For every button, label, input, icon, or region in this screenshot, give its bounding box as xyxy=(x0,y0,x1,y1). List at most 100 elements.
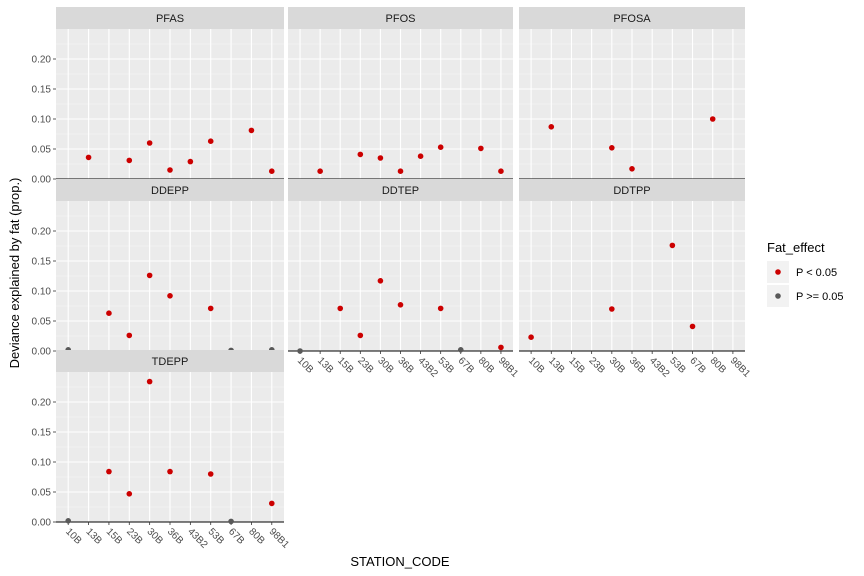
data-point xyxy=(207,305,214,312)
facet-panel: DDEPP 0.00 0.05 0.10 0.15 0.20 xyxy=(32,179,284,358)
y-tick-label: 0.10 xyxy=(32,287,52,298)
facet-title: PFOSA xyxy=(613,13,651,25)
x-tick-label: 13B xyxy=(546,355,567,376)
data-point xyxy=(609,306,615,312)
legend-marker xyxy=(775,293,781,299)
legend-label: P >= 0.05 xyxy=(796,291,844,303)
x-tick-label: 67B xyxy=(456,355,477,376)
y-axis-title: Deviance explained by fat (prop.) xyxy=(7,178,22,369)
facet-strip xyxy=(288,179,513,201)
y-tick-label: 0.00 xyxy=(32,175,52,186)
facet-strip xyxy=(519,179,745,201)
legend-marker xyxy=(775,269,781,275)
legend: Fat_effect P < 0.05 P >= 0.05 xyxy=(767,240,844,307)
x-tick-label: 36B xyxy=(627,355,648,376)
y-tick-label: 0.10 xyxy=(32,115,52,126)
data-point xyxy=(337,305,344,312)
facet-panel: PFAS 0.00 0.05 0.10 0.15 0.20 xyxy=(32,7,284,186)
data-point xyxy=(437,305,444,312)
x-tick-label: 15B xyxy=(104,526,125,547)
data-point xyxy=(609,145,615,151)
data-point xyxy=(167,468,173,475)
legend-title: Fat_effect xyxy=(767,240,825,255)
x-tick-label: 13B xyxy=(315,355,336,376)
facet-title: DDEPP xyxy=(151,185,189,197)
facet-panel: TDEPP 0.00 0.05 0.10 0.15 0.20 10B 13B 15B 23B 30B… xyxy=(32,350,292,551)
data-point xyxy=(106,310,112,317)
facet-panel: PFOSA xyxy=(519,7,745,180)
data-point xyxy=(65,518,72,524)
data-point xyxy=(498,168,504,174)
data-point xyxy=(357,151,364,158)
facet-strip xyxy=(56,350,284,372)
x-tick-label: 43B2 xyxy=(647,355,672,380)
data-point xyxy=(207,138,214,144)
y-tick-label: 0.15 xyxy=(32,257,52,268)
x-tick-label: 67B xyxy=(226,526,247,547)
data-point xyxy=(126,157,133,164)
data-point xyxy=(317,168,323,174)
y-tick-label: 0.05 xyxy=(32,145,52,156)
x-tick-label: 98B1 xyxy=(496,355,521,380)
data-point xyxy=(397,168,404,174)
x-tick-label: 80B xyxy=(476,355,497,376)
facet-strip xyxy=(288,7,513,29)
data-point xyxy=(146,272,153,279)
x-tick-label: 98B1 xyxy=(267,526,292,551)
x-tick-label: 15B xyxy=(335,355,356,376)
y-tick-label: 0.20 xyxy=(32,398,52,409)
legend-items: P < 0.05 P >= 0.05 xyxy=(767,261,844,307)
x-tick-label: 36B xyxy=(165,526,186,547)
data-point xyxy=(207,471,214,477)
x-tick-label: 43B2 xyxy=(415,355,440,380)
data-point xyxy=(106,468,112,475)
y-tick-label: 0.00 xyxy=(32,347,52,358)
x-tick-label: 23B xyxy=(587,355,608,376)
data-point xyxy=(689,323,696,330)
y-tick-label: 0.20 xyxy=(32,55,52,66)
data-point xyxy=(146,378,153,385)
x-tick-label: 36B xyxy=(395,355,416,376)
data-point xyxy=(669,242,676,249)
data-point xyxy=(268,500,275,507)
y-tick-label: 0.10 xyxy=(32,458,52,469)
y-tick-label: 0.05 xyxy=(32,488,52,499)
x-tick-label: 23B xyxy=(124,526,145,547)
data-point xyxy=(397,302,404,308)
x-tick-label: 80B xyxy=(708,355,729,376)
data-point xyxy=(377,155,384,161)
y-tick-label: 0.15 xyxy=(32,428,52,439)
facet-strip xyxy=(519,7,745,29)
x-tick-label: 30B xyxy=(375,355,396,376)
data-point xyxy=(548,124,555,130)
x-tick-label: 43B2 xyxy=(185,526,210,551)
x-tick-label: 10B xyxy=(63,526,84,547)
facet-title: DDTEP xyxy=(382,185,419,197)
data-point xyxy=(126,332,133,339)
data-point xyxy=(478,145,484,152)
facet-strip xyxy=(56,7,284,29)
x-tick-label: 67B xyxy=(687,355,708,376)
facet-title: TDEPP xyxy=(152,356,189,368)
x-tick-label: 30B xyxy=(145,526,166,547)
data-point xyxy=(297,348,303,354)
x-tick-label: 10B xyxy=(526,355,547,376)
facet-title: DDTPP xyxy=(613,185,650,197)
data-point xyxy=(357,332,364,339)
data-point xyxy=(457,347,464,353)
data-point xyxy=(377,278,384,284)
x-tick-label: 15B xyxy=(566,355,587,376)
data-point xyxy=(187,158,194,165)
data-point xyxy=(228,518,234,525)
data-point xyxy=(126,491,133,497)
y-tick-label: 0.20 xyxy=(32,227,52,238)
y-tick-label: 0.00 xyxy=(32,518,52,529)
data-point xyxy=(248,127,255,134)
data-point xyxy=(167,167,173,173)
x-tick-label: 13B xyxy=(83,526,104,547)
data-point xyxy=(437,144,444,150)
data-point xyxy=(528,334,534,341)
